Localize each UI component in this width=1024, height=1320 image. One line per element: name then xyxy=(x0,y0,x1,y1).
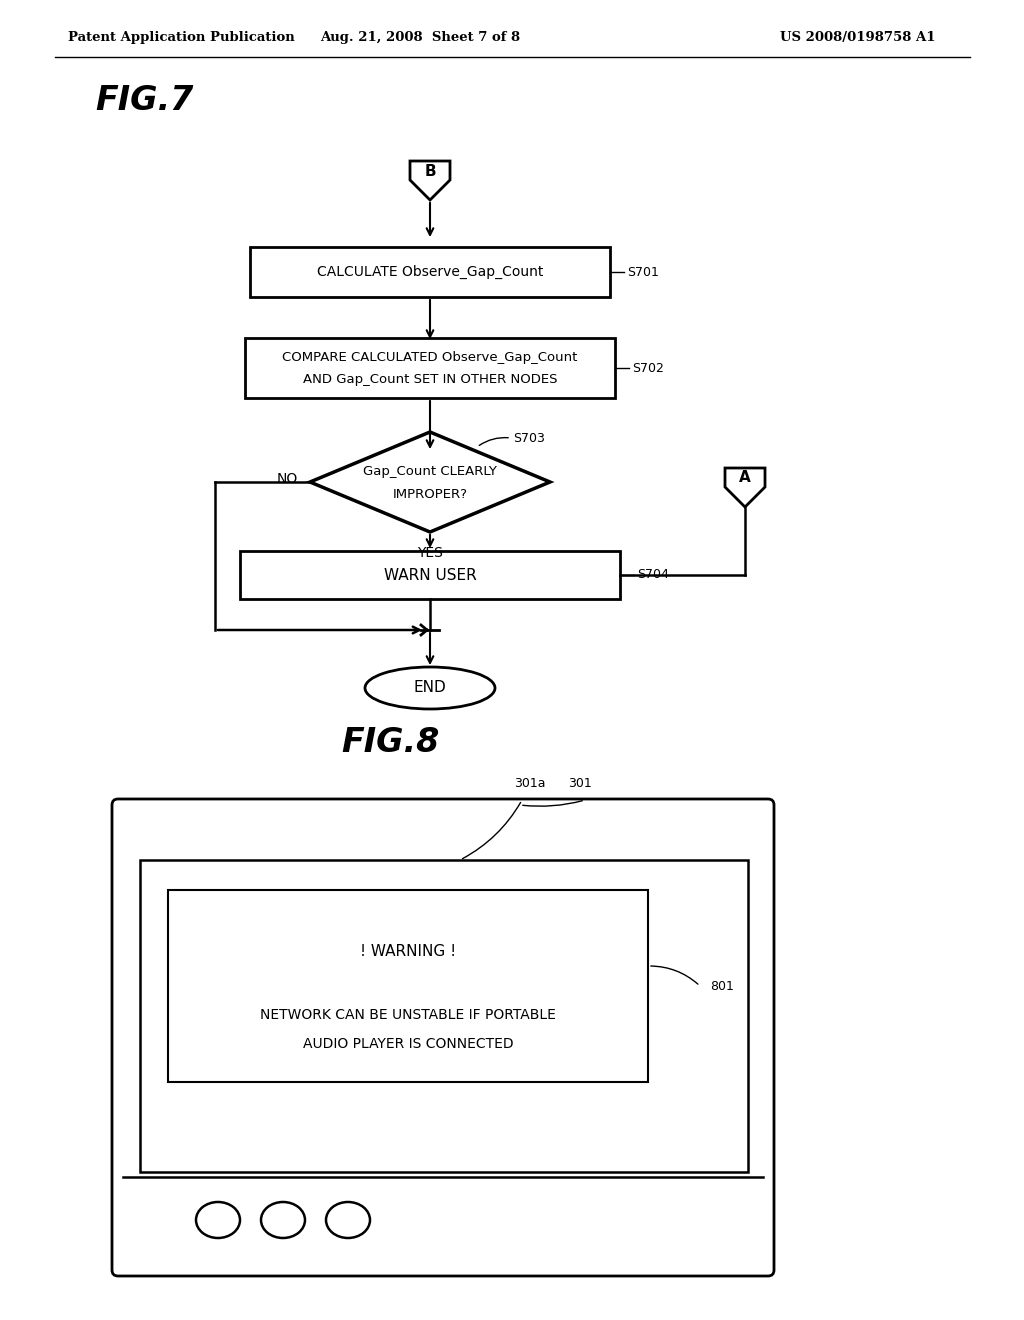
Text: WARN USER: WARN USER xyxy=(384,568,476,582)
Text: 801: 801 xyxy=(710,979,734,993)
FancyBboxPatch shape xyxy=(250,247,610,297)
Text: B: B xyxy=(424,164,436,178)
Text: ! WARNING !: ! WARNING ! xyxy=(360,944,456,958)
Text: A: A xyxy=(739,470,751,486)
Text: FIG.8: FIG.8 xyxy=(341,726,439,759)
Text: 301a: 301a xyxy=(514,777,546,789)
Polygon shape xyxy=(410,161,450,201)
Polygon shape xyxy=(725,469,765,507)
Text: CALCULATE Observe_Gap_Count: CALCULATE Observe_Gap_Count xyxy=(316,265,543,279)
FancyBboxPatch shape xyxy=(140,861,748,1172)
Text: US 2008/0198758 A1: US 2008/0198758 A1 xyxy=(780,32,936,45)
Text: END: END xyxy=(414,681,446,696)
Ellipse shape xyxy=(365,667,495,709)
Text: YES: YES xyxy=(417,546,443,560)
FancyBboxPatch shape xyxy=(112,799,774,1276)
FancyBboxPatch shape xyxy=(245,338,615,399)
Text: NO: NO xyxy=(276,473,298,486)
Text: S702: S702 xyxy=(632,362,664,375)
Text: COMPARE CALCULATED Observe_Gap_Count: COMPARE CALCULATED Observe_Gap_Count xyxy=(283,351,578,364)
Ellipse shape xyxy=(326,1203,370,1238)
Text: Gap_Count CLEARLY: Gap_Count CLEARLY xyxy=(364,466,497,479)
Text: NETWORK CAN BE UNSTABLE IF PORTABLE: NETWORK CAN BE UNSTABLE IF PORTABLE xyxy=(260,1007,556,1022)
Text: S704: S704 xyxy=(637,569,669,582)
FancyBboxPatch shape xyxy=(168,890,648,1082)
Ellipse shape xyxy=(196,1203,240,1238)
FancyBboxPatch shape xyxy=(240,550,620,599)
Text: AND Gap_Count SET IN OTHER NODES: AND Gap_Count SET IN OTHER NODES xyxy=(303,374,557,387)
Text: AUDIO PLAYER IS CONNECTED: AUDIO PLAYER IS CONNECTED xyxy=(303,1036,513,1051)
Text: Patent Application Publication: Patent Application Publication xyxy=(68,32,295,45)
Text: S703: S703 xyxy=(513,432,545,445)
Text: Aug. 21, 2008  Sheet 7 of 8: Aug. 21, 2008 Sheet 7 of 8 xyxy=(319,32,520,45)
Ellipse shape xyxy=(261,1203,305,1238)
Polygon shape xyxy=(310,432,550,532)
Text: FIG.7: FIG.7 xyxy=(95,83,194,116)
Text: S701: S701 xyxy=(627,265,658,279)
Text: 301: 301 xyxy=(568,777,592,789)
Text: IMPROPER?: IMPROPER? xyxy=(392,487,468,500)
